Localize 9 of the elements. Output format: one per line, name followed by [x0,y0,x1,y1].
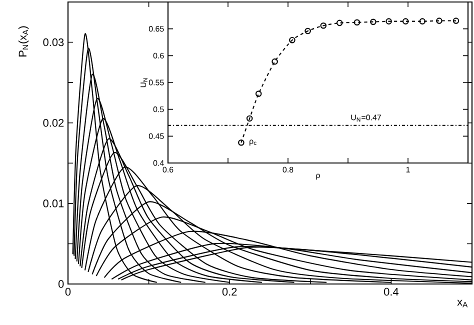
x-tick-label: 0 [65,288,71,296]
y-tick-label: 0.02 [43,118,64,127]
x-tick-label: 0.4 [384,288,398,296]
x-axis-title: x$_{A}$ [457,300,468,308]
x-tick-label: 0.2 [222,288,237,296]
y-axis-title: P$_{N}$(x$_{A}$) [18,26,29,56]
y-tick-label: 0 [58,280,64,288]
y-tick-label: 0.03 [43,38,64,46]
y-tick-label: 0.01 [43,200,64,208]
